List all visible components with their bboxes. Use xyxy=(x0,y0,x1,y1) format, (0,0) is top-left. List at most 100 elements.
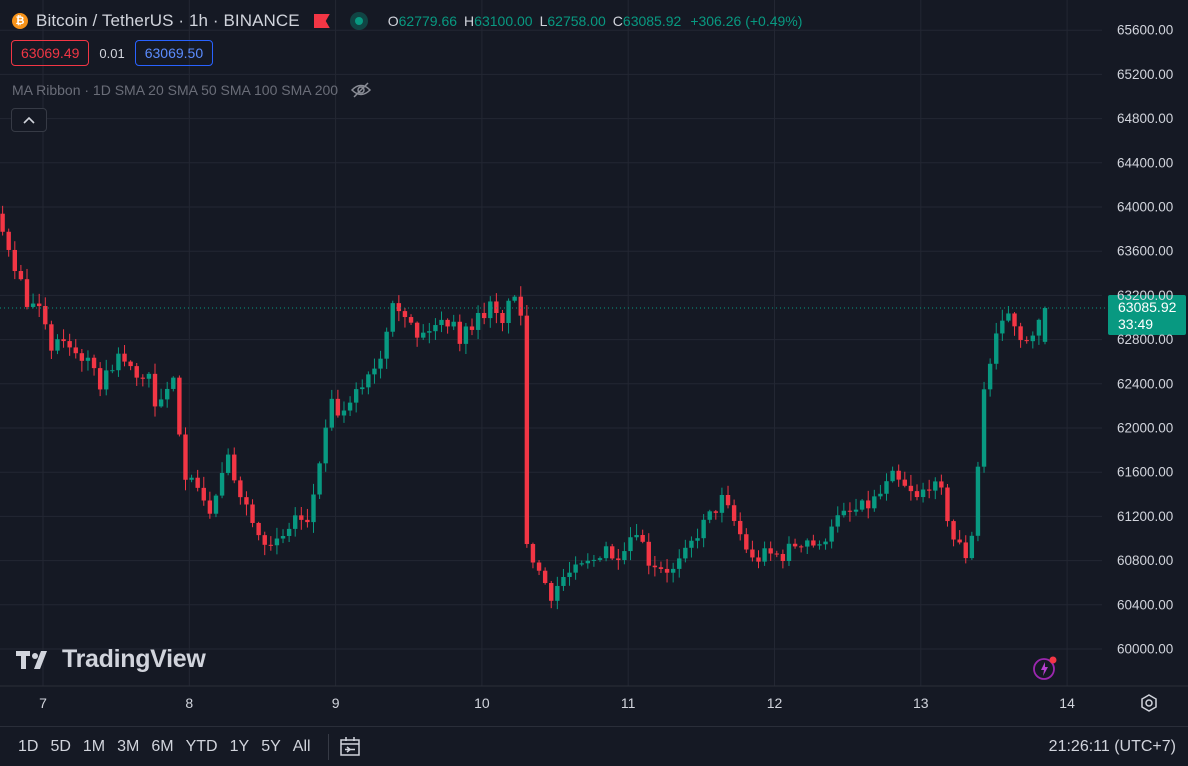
price-tick-label: 60800.00 xyxy=(1117,553,1173,568)
candle xyxy=(908,474,914,501)
candle xyxy=(756,550,761,569)
candle-body xyxy=(805,540,810,547)
candle-body xyxy=(353,389,359,403)
candle-body xyxy=(652,565,658,568)
candle xyxy=(451,314,456,331)
candle xyxy=(0,205,5,236)
candle-body xyxy=(6,231,11,250)
candle-body xyxy=(866,500,871,509)
settings-icon[interactable] xyxy=(1139,693,1159,713)
candle-body xyxy=(920,489,926,498)
range-3m-button[interactable]: 3M xyxy=(112,738,144,756)
price-tick-label: 60400.00 xyxy=(1117,597,1173,612)
candle-body xyxy=(213,495,219,514)
candle xyxy=(585,553,591,569)
lightning-icon[interactable] xyxy=(1032,655,1058,681)
candle xyxy=(341,401,347,423)
range-1y-button[interactable]: 1Y xyxy=(225,738,255,756)
candle xyxy=(689,536,694,558)
candle-body xyxy=(494,301,499,314)
eye-off-icon[interactable] xyxy=(350,82,372,98)
range-6m-button[interactable]: 6M xyxy=(146,738,178,756)
candle xyxy=(969,531,975,560)
candle xyxy=(670,562,676,583)
indicator-legend[interactable]: MA Ribbon · 1D SMA 20 SMA 50 SMA 100 SMA… xyxy=(12,80,372,100)
candle-body xyxy=(1018,326,1023,341)
candle-body xyxy=(512,296,517,301)
candle-body xyxy=(744,534,749,550)
price-tick-label: 63200.00 xyxy=(1117,288,1173,303)
candle xyxy=(165,381,170,408)
candle xyxy=(975,461,981,542)
candle-body xyxy=(110,370,115,372)
candle-body xyxy=(384,331,389,359)
candle xyxy=(24,268,30,310)
range-1d-button[interactable]: 1D xyxy=(13,738,43,756)
timezone-clock[interactable]: 21:26:11 (UTC+7) xyxy=(1048,737,1176,755)
candle xyxy=(896,464,901,487)
candle-body xyxy=(622,551,627,561)
candle xyxy=(146,371,152,388)
candle-body xyxy=(250,504,255,523)
candle-body xyxy=(616,558,621,561)
candle xyxy=(171,376,176,392)
candle-body xyxy=(299,515,304,520)
candle xyxy=(664,559,670,583)
candle-body xyxy=(500,313,505,324)
time-tick-label: 9 xyxy=(332,695,340,711)
range-ytd-button[interactable]: YTD xyxy=(181,738,223,756)
candle-body xyxy=(823,541,828,545)
candle xyxy=(701,514,706,548)
bitcoin-icon: ₿ xyxy=(12,13,28,29)
range-all-button[interactable]: All xyxy=(288,738,316,756)
candle-body xyxy=(1006,313,1011,321)
candle-body xyxy=(939,481,944,488)
candle-body xyxy=(134,366,139,378)
candle-body xyxy=(366,374,371,388)
buy-price-button[interactable]: 63069.50 xyxy=(134,40,214,66)
sell-price-button[interactable]: 63069.49 xyxy=(11,40,90,66)
candle xyxy=(274,527,280,555)
symbol-legend[interactable]: ₿ Bitcoin / TetherUS · 1h · BINANCE O 627… xyxy=(12,8,802,34)
symbol-title[interactable]: Bitcoin / TetherUS · 1h · BINANCE xyxy=(36,11,300,30)
candle-body xyxy=(1024,340,1029,342)
range-5d-button[interactable]: 5D xyxy=(45,738,75,756)
candle xyxy=(244,491,249,516)
candle xyxy=(1006,306,1011,323)
range-1m-button[interactable]: 1M xyxy=(78,738,110,756)
candle xyxy=(524,305,530,548)
collapse-legend-button[interactable] xyxy=(11,108,47,132)
chevron-up-icon xyxy=(23,116,35,124)
candle-body xyxy=(183,434,188,480)
candle-body xyxy=(55,339,60,351)
tradingview-logo[interactable]: TradingView xyxy=(16,645,206,674)
candle-body xyxy=(798,546,804,548)
candle-body xyxy=(73,347,78,354)
candle xyxy=(488,296,493,328)
candle xyxy=(1042,306,1048,345)
range-5y-button[interactable]: 5Y xyxy=(256,738,286,756)
candle-body xyxy=(890,470,895,482)
time-tick-label: 11 xyxy=(621,695,636,711)
candle xyxy=(12,241,17,280)
candle-body xyxy=(896,470,901,480)
candle-body xyxy=(664,568,670,573)
trade-panel: 63069.49 0.01 63069.50 xyxy=(11,40,214,66)
candle xyxy=(353,382,359,413)
last-price-label: 63085.92 xyxy=(1118,299,1177,315)
candle-body xyxy=(104,370,109,390)
candle xyxy=(329,389,334,431)
candle-body xyxy=(30,303,36,307)
candle-body xyxy=(817,544,822,546)
candle xyxy=(402,307,408,328)
date-range-icon[interactable] xyxy=(339,736,363,758)
candle-body xyxy=(128,361,133,367)
candle-body xyxy=(1042,308,1048,342)
flag-icon[interactable] xyxy=(314,14,330,28)
candle-body xyxy=(475,312,481,330)
candle xyxy=(847,502,853,522)
candle-body xyxy=(878,493,883,497)
candle-body xyxy=(43,306,48,325)
candle-body xyxy=(49,324,54,351)
